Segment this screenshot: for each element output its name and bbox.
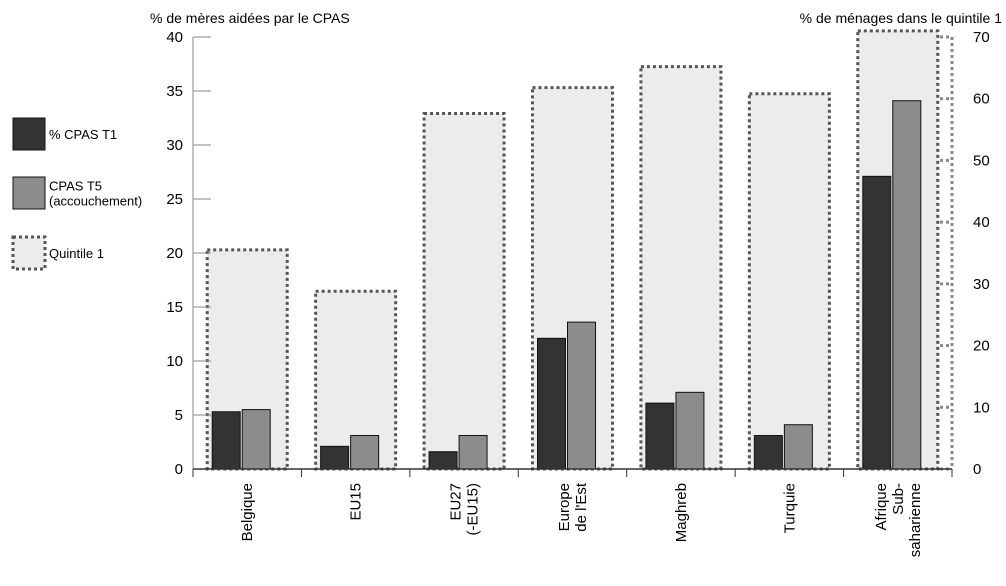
t5-bar-0 xyxy=(241,409,271,470)
legend: % CPAS T1 CPAS T5(accouchement) Quintile 1 xyxy=(11,117,142,271)
t5-bar-4 xyxy=(675,391,705,470)
legend-label-2-0: Quintile 1 xyxy=(49,246,104,261)
t5-bar-6 xyxy=(892,100,922,470)
category-label-2-1: (-EU15) xyxy=(465,483,482,536)
t5-bar-5 xyxy=(783,424,813,470)
left-tick-label-1: 5 xyxy=(175,407,183,424)
quintile-bar-2 xyxy=(422,112,506,471)
t1-bar-6 xyxy=(862,175,892,470)
legend-label-0-0: % CPAS T1 xyxy=(49,127,117,142)
right-tick-label-2: 20 xyxy=(973,338,990,355)
t1-bar-5 xyxy=(753,435,783,470)
legend-label-1-1: (accouchement) xyxy=(49,194,142,209)
category-label-1-0: EU15 xyxy=(348,483,365,521)
t5-bar-3 xyxy=(567,321,596,470)
category-label-6-0: Afrique xyxy=(873,483,890,531)
t1-bar-2 xyxy=(428,451,458,470)
category-label-3-1: de l'Est xyxy=(573,482,590,532)
right-tick-label-5: 50 xyxy=(973,152,990,169)
left-tick-label-0: 0 xyxy=(175,461,183,478)
left-tick-label-6: 30 xyxy=(166,137,183,154)
legend-label-1-0: CPAS T5 xyxy=(49,179,102,194)
category-label-2-0: EU27 xyxy=(448,483,465,521)
category-labels: Belgique EU15 EU27 (-EU15) Europe de l'Est Mag… xyxy=(239,482,924,557)
category-label-3-0: Europe xyxy=(556,483,573,531)
right-axis-title: % de ménages dans le quintile 1 xyxy=(800,10,1003,26)
right-tick-label-4: 40 xyxy=(973,214,990,231)
left-tick-label-5: 25 xyxy=(166,191,183,208)
right-tick-label-6: 60 xyxy=(973,91,990,108)
left-tick-label-8: 40 xyxy=(166,29,183,46)
right-tick-label-7: 70 xyxy=(973,29,990,46)
legend-swatch-2 xyxy=(11,235,47,271)
right-tick-label-1: 10 xyxy=(973,399,990,416)
quintile-bar-5 xyxy=(747,92,831,471)
right-tick-label-0: 0 xyxy=(973,461,981,478)
left-tick-label-3: 15 xyxy=(166,299,183,316)
legend-swatch-0 xyxy=(12,117,46,151)
t1-bar-1 xyxy=(320,445,350,470)
category-label-0-0: Belgique xyxy=(239,483,256,541)
legend-swatch-1 xyxy=(12,176,46,210)
category-label-6-1: Sub- xyxy=(890,483,907,515)
left-axis-title: % de mères aidées par le CPAS xyxy=(150,10,350,26)
t1-bar-0 xyxy=(211,411,241,470)
category-label-6-2: saharienne xyxy=(907,483,924,557)
t5-bar-2 xyxy=(458,435,488,470)
axes: 0 5 10 15 20 25 30 35 40 0 10 20 30 40 50 60 70 xyxy=(166,29,989,478)
t5-bar-1 xyxy=(350,435,380,470)
left-tick-label-7: 35 xyxy=(166,83,183,100)
cpas-bars xyxy=(211,100,922,470)
category-label-5-0: Turquie xyxy=(781,483,798,533)
category-label-4-0: Maghreb xyxy=(673,483,690,542)
right-tick-label-3: 30 xyxy=(973,276,990,293)
left-tick-label-2: 10 xyxy=(166,353,183,370)
t1-bar-4 xyxy=(645,402,675,470)
t1-bar-3 xyxy=(537,337,566,470)
left-tick-label-4: 20 xyxy=(166,245,183,262)
